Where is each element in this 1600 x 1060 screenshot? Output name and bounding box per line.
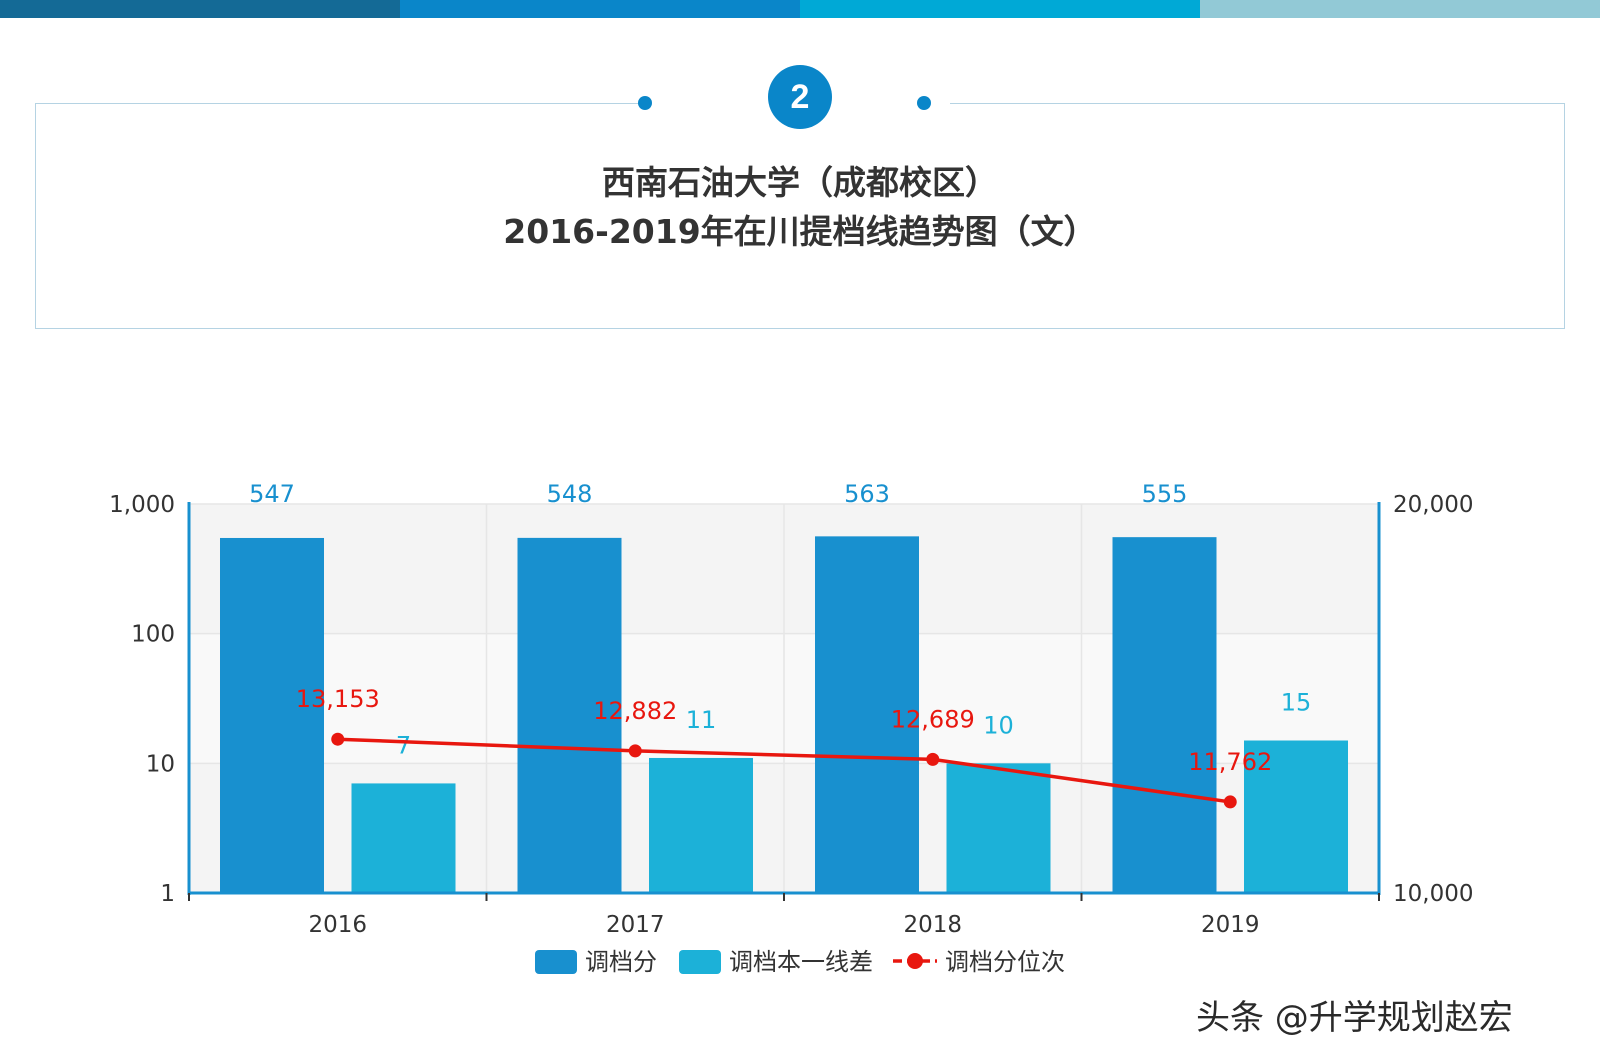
x-tick-label-2018: 2018	[903, 912, 962, 938]
chart-title-line1: 西南石油大学（成都校区）	[602, 163, 998, 202]
top-bar-segment-4	[1200, 0, 1600, 18]
bar-diff-2017	[649, 757, 753, 893]
bar-score-2019	[1112, 537, 1217, 893]
top-color-bar	[0, 0, 1600, 18]
rank-label-2019: 11,762	[1188, 748, 1272, 776]
rank-label-2016: 13,153	[296, 685, 380, 713]
data-label-score-2019: 555	[1142, 480, 1188, 508]
y-left-tick-label-1: 10	[146, 751, 175, 777]
top-bar-segment-1	[0, 0, 400, 18]
data-label-score-2017: 548	[547, 480, 593, 508]
y-right-tick-label-1: 20,000	[1393, 492, 1473, 518]
bar-score-2016	[220, 537, 324, 893]
rank-point-2017	[628, 744, 642, 758]
data-label-diff-2018: 10	[983, 711, 1014, 739]
bar-diff-2016	[351, 783, 456, 893]
y-left-tick-label-0: 1	[160, 881, 175, 907]
y-right-tick-label-0: 10,000	[1393, 881, 1473, 907]
x-tick-label-2017: 2017	[606, 912, 665, 938]
rank-label-2018: 12,689	[891, 705, 975, 733]
rank-point-2016	[331, 732, 345, 746]
top-bar-segment-2	[400, 0, 800, 18]
top-bar-segment-3	[800, 0, 1200, 18]
legend-label-2: 调档分位次	[945, 948, 1065, 976]
step-badge: 2	[768, 65, 832, 129]
legend-label-0: 调档分	[585, 948, 657, 976]
rank-line	[337, 737, 1231, 804]
legend-swatch-1	[679, 950, 721, 974]
x-tick-label-2016: 2016	[308, 912, 367, 938]
legend-label-1: 调档本一线差	[729, 948, 873, 976]
data-label-diff-2017: 11	[686, 706, 717, 734]
watermark-text: 头条 @升学规划赵宏	[1196, 998, 1513, 1038]
rank-label-2017: 12,882	[593, 697, 677, 725]
rank-point-2018	[926, 752, 940, 766]
frame-dot-right	[917, 96, 931, 110]
rank-point-2019	[1223, 795, 1237, 809]
y-left-tick-label-2: 100	[131, 622, 175, 648]
bar-score-2018	[815, 536, 919, 893]
data-label-score-2018: 563	[844, 480, 890, 508]
data-label-diff-2019: 15	[1281, 689, 1312, 717]
bar-score-2017	[517, 537, 622, 893]
chart-title-line2: 2016-2019年在川提档线趋势图（文）	[503, 212, 1097, 251]
y-left-tick-label-3: 1,000	[109, 492, 175, 518]
legend-marker-2	[907, 953, 923, 969]
bar-diff-2019	[1244, 740, 1348, 893]
bar-diff-2018	[946, 763, 1051, 893]
data-label-score-2016: 547	[249, 480, 295, 508]
frame-dot-left	[638, 96, 652, 110]
data-label-diff-2016: 7	[396, 731, 411, 759]
x-tick-label-2019: 2019	[1201, 912, 1260, 938]
legend-swatch-0	[535, 950, 577, 974]
